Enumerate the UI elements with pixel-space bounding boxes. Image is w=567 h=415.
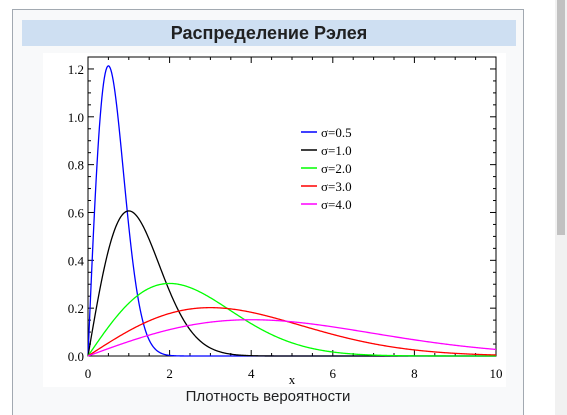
legend-label-4: σ=3.0: [321, 179, 352, 194]
legend-label-5: σ=4.0: [321, 197, 352, 212]
y-tick-label: 0.8: [68, 158, 84, 173]
y-tick-label: 0.6: [68, 205, 85, 220]
y-tick-label: 1.0: [68, 110, 84, 125]
series-line-3: [87, 282, 496, 357]
chart-figure: σ=0.5 σ=1.0 σ=2.0 σ=3.0 σ=4.0 0 2 4 6 8 10 0.0 0.2 0…: [43, 53, 506, 387]
series-line-1: [87, 65, 496, 357]
infobox-title: Распределение Рэлея: [22, 20, 516, 46]
infobox: Распределение Рэлея σ=0.5 σ=1.0 σ=2.0 σ=3.0…: [12, 9, 524, 415]
legend-label-1: σ=0.5: [321, 125, 352, 140]
rayleigh-pdf-chart: σ=0.5 σ=1.0 σ=2.0 σ=3.0 σ=4.0 0 2 4 6 8 10 0.0 0.2 0…: [68, 56, 503, 387]
scrollbar-thumb[interactable]: [557, 0, 565, 235]
y-tick-label: 1.2: [68, 62, 84, 77]
x-axis-label: x: [289, 372, 296, 387]
x-tick-label: 4: [248, 366, 255, 381]
chart-caption: Плотность вероятности: [185, 388, 351, 405]
series-line-2: [87, 210, 496, 357]
x-tick-label: 2: [166, 366, 173, 381]
series-line-5: [87, 319, 497, 357]
y-tick-label: 0.0: [68, 349, 84, 364]
plot-frame: [87, 56, 497, 357]
y-tick-label: 0.4: [68, 253, 85, 268]
series-line-4: [87, 306, 497, 357]
y-tick-label: 0.2: [68, 301, 84, 316]
x-tick-label: 0: [85, 366, 92, 381]
legend-label-2: σ=1.0: [321, 143, 352, 158]
scrollbar-track[interactable]: [555, 0, 567, 415]
x-tick-label: 6: [330, 366, 337, 381]
legend-label-3: σ=2.0: [321, 161, 352, 176]
x-tick-label: 8: [411, 366, 418, 381]
x-tick-label: 10: [490, 366, 503, 381]
